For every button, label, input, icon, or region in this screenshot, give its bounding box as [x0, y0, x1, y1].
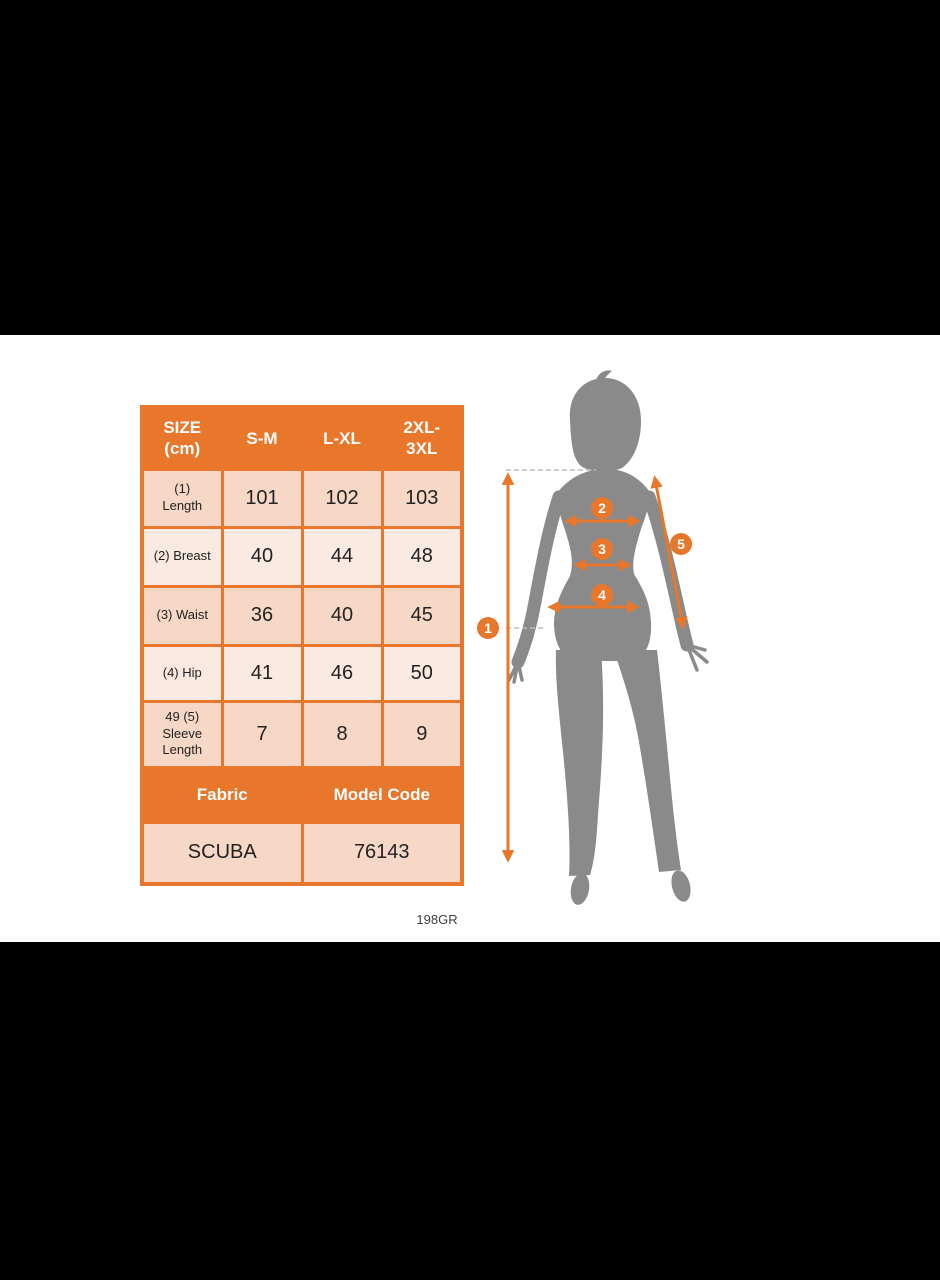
table-info-value-row: SCUBA 76143 — [140, 820, 464, 886]
waist-2xl-3xl: 45 — [380, 584, 464, 647]
measure-marker-1: 1 — [477, 617, 499, 639]
sleeve-s-m: 7 — [220, 699, 304, 769]
breast-s-m: 40 — [220, 525, 304, 588]
fabric-header: Fabric — [140, 765, 304, 824]
length-s-m: 101 — [220, 467, 304, 529]
row-label-hip: (4) Hip — [140, 643, 224, 703]
col-header-s-m: S-M — [220, 405, 304, 471]
length-l-xl: 102 — [300, 467, 384, 529]
waist-s-m: 36 — [220, 584, 304, 647]
waist-l-xl: 40 — [300, 584, 384, 647]
measure-marker-4: 4 — [591, 584, 613, 606]
model-code-value: 76143 — [300, 820, 464, 886]
table-row-waist: (3) Waist 36 40 45 — [140, 584, 464, 647]
weight-caption: 198GR — [416, 912, 458, 927]
body-silhouette — [507, 370, 709, 905]
measure-marker-3: 3 — [591, 538, 613, 560]
measure-marker-5: 5 — [670, 533, 692, 555]
table-row-breast: (2) Breast 40 44 48 — [140, 525, 464, 588]
content-area: 1 2 3 4 5 SIZE (cm) S-M L-XL 2XL- 3XL (1… — [0, 335, 940, 942]
row-label-breast: (2) Breast — [140, 525, 224, 588]
length-2xl-3xl: 103 — [380, 467, 464, 529]
guide-lines — [506, 469, 596, 629]
sleeve-2xl-3xl: 9 — [380, 699, 464, 769]
sleeve-length-arrow — [650, 475, 688, 630]
sleeve-l-xl: 8 — [300, 699, 384, 769]
measurement-diagram — [501, 370, 709, 905]
col-header-size-cm: SIZE (cm) — [140, 405, 224, 471]
hip-2xl-3xl: 50 — [380, 643, 464, 703]
row-label-waist: (3) Waist — [140, 584, 224, 647]
col-header-2xl-3xl: 2XL- 3XL — [380, 405, 464, 471]
table-row-sleeve: 49 (5) Sleeve Length 7 8 9 — [140, 699, 464, 769]
breast-2xl-3xl: 48 — [380, 525, 464, 588]
hip-s-m: 41 — [220, 643, 304, 703]
model-code-header: Model Code — [300, 765, 464, 824]
row-label-length: (1) Length — [140, 467, 224, 529]
col-header-l-xl: L-XL — [300, 405, 384, 471]
table-row-hip: (4) Hip 41 46 50 — [140, 643, 464, 703]
table-info-header-row: Fabric Model Code — [140, 765, 464, 824]
breast-l-xl: 44 — [300, 525, 384, 588]
measure-arrows — [501, 472, 688, 863]
fabric-value: SCUBA — [140, 820, 304, 886]
row-label-sleeve: 49 (5) Sleeve Length — [140, 699, 224, 769]
table-row-length: (1) Length 101 102 103 — [140, 467, 464, 529]
table-header-row: SIZE (cm) S-M L-XL 2XL- 3XL — [140, 405, 464, 471]
measure-marker-2: 2 — [591, 497, 613, 519]
size-chart-table: SIZE (cm) S-M L-XL 2XL- 3XL (1) Length 1… — [140, 405, 464, 886]
hip-l-xl: 46 — [300, 643, 384, 703]
